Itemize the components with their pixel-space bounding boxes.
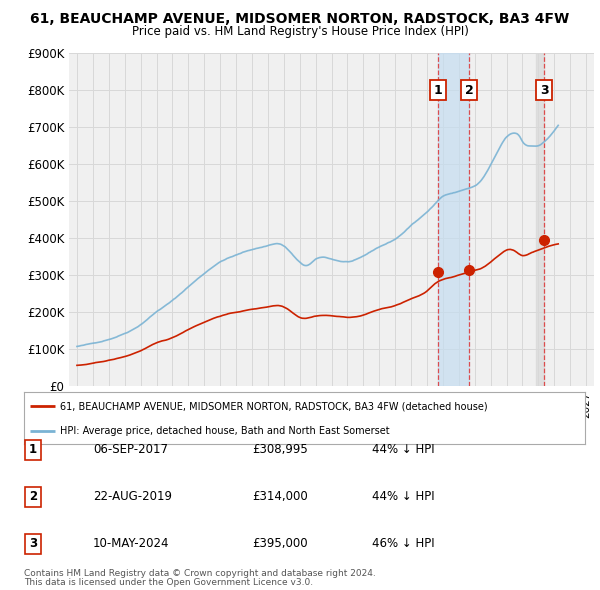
Bar — [536, 53, 544, 386]
Text: This data is licensed under the Open Government Licence v3.0.: This data is licensed under the Open Gov… — [24, 578, 313, 588]
Text: 44% ↓ HPI: 44% ↓ HPI — [372, 443, 434, 456]
Text: 1: 1 — [433, 84, 442, 97]
Text: Contains HM Land Registry data © Crown copyright and database right 2024.: Contains HM Land Registry data © Crown c… — [24, 569, 376, 578]
Text: £308,995: £308,995 — [252, 443, 308, 456]
Text: 3: 3 — [29, 537, 37, 550]
Text: 46% ↓ HPI: 46% ↓ HPI — [372, 537, 434, 550]
Bar — [438, 53, 469, 386]
Text: 1: 1 — [29, 443, 37, 456]
Text: 61, BEAUCHAMP AVENUE, MIDSOMER NORTON, RADSTOCK, BA3 4FW (detached house): 61, BEAUCHAMP AVENUE, MIDSOMER NORTON, R… — [61, 401, 488, 411]
Text: £395,000: £395,000 — [252, 537, 308, 550]
Text: 10-MAY-2024: 10-MAY-2024 — [93, 537, 170, 550]
Text: £314,000: £314,000 — [252, 490, 308, 503]
Text: 44% ↓ HPI: 44% ↓ HPI — [372, 490, 434, 503]
Text: 2: 2 — [464, 84, 473, 97]
Text: HPI: Average price, detached house, Bath and North East Somerset: HPI: Average price, detached house, Bath… — [61, 426, 390, 436]
Text: Price paid vs. HM Land Registry's House Price Index (HPI): Price paid vs. HM Land Registry's House … — [131, 25, 469, 38]
Text: 2: 2 — [29, 490, 37, 503]
Text: 61, BEAUCHAMP AVENUE, MIDSOMER NORTON, RADSTOCK, BA3 4FW: 61, BEAUCHAMP AVENUE, MIDSOMER NORTON, R… — [31, 12, 569, 26]
Text: 06-SEP-2017: 06-SEP-2017 — [93, 443, 168, 456]
Text: 22-AUG-2019: 22-AUG-2019 — [93, 490, 172, 503]
Text: 3: 3 — [540, 84, 548, 97]
